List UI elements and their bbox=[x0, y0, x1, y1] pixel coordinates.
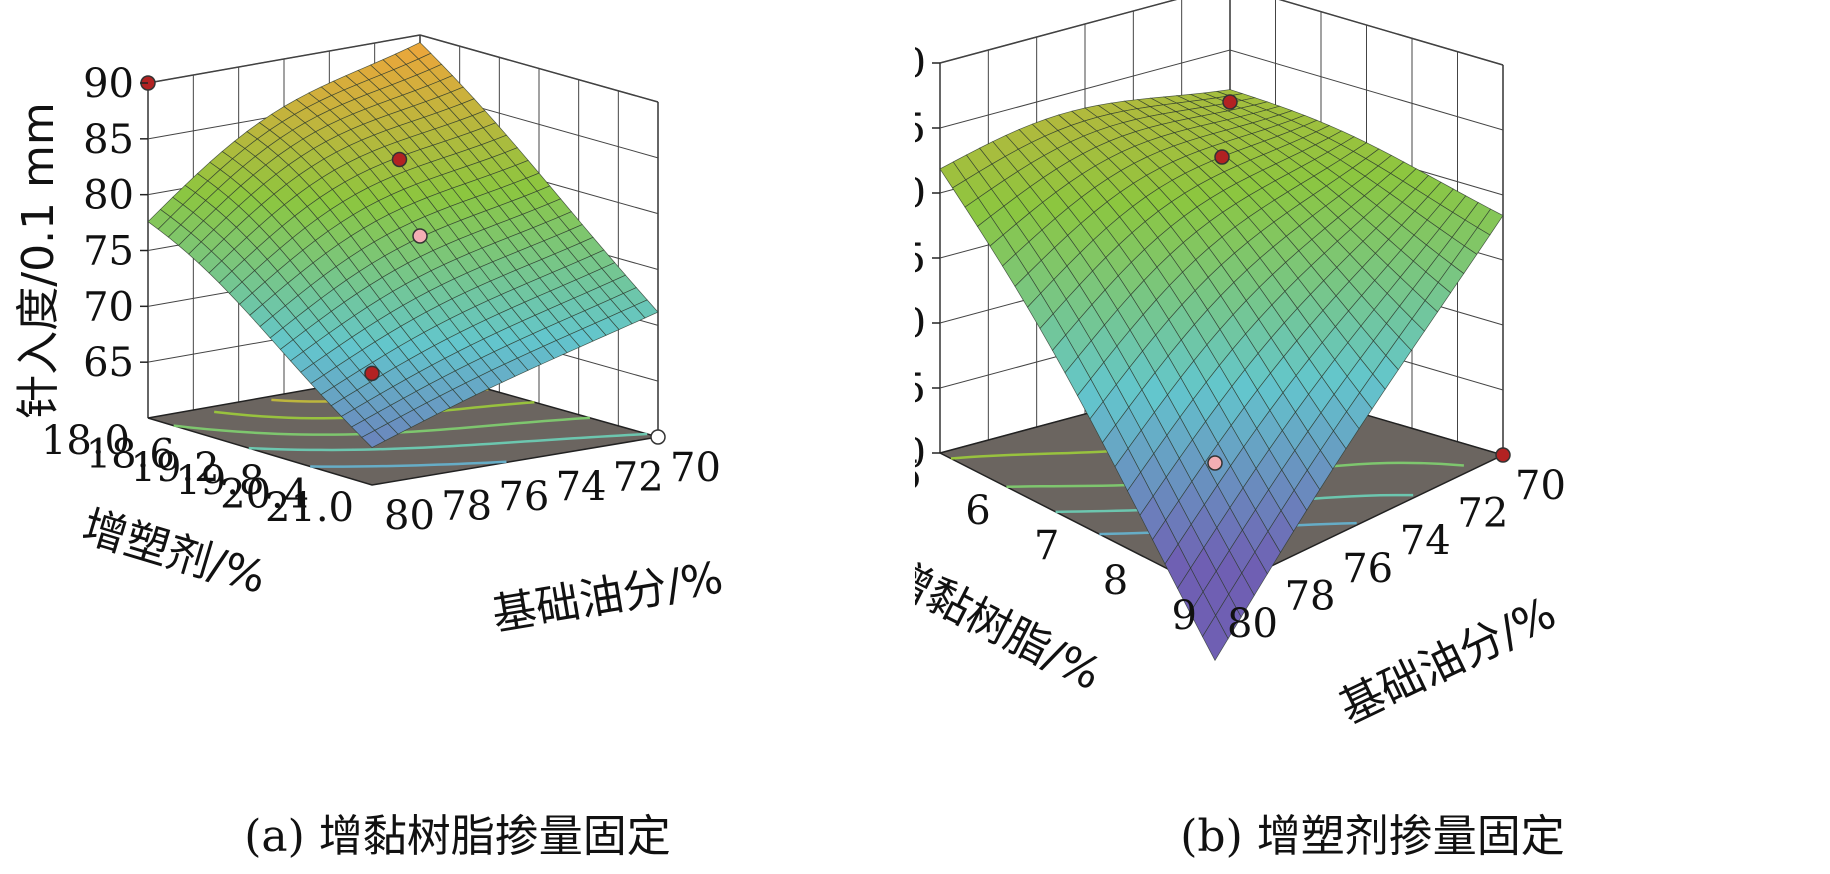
z-tick-label: 85 bbox=[83, 117, 134, 163]
x-tick-label: 18.0 bbox=[41, 418, 130, 464]
design-points bbox=[140, 75, 666, 445]
z-tick-label: 90 bbox=[915, 41, 926, 87]
z-tick-label: 85 bbox=[915, 106, 926, 152]
y-tick-label: 76 bbox=[1342, 546, 1393, 592]
contour-line bbox=[310, 460, 507, 468]
z-ticks: 60 65 70 75 80 85 90 bbox=[915, 41, 940, 477]
x-tick-label: 18.6 bbox=[86, 431, 175, 477]
design-point bbox=[364, 365, 380, 382]
z-ticks: 65 70 75 80 85 90 bbox=[83, 61, 148, 386]
panel-a: 65 70 75 80 85 90 18.0 18.6 19.2 19.8 20.4 21.0 80 78… bbox=[13, 34, 727, 862]
design-point bbox=[1222, 94, 1238, 110]
y-axis-title: 基础油分/% bbox=[489, 552, 727, 641]
x-tick-label: 21.0 bbox=[265, 485, 354, 531]
x-tick-label: 8 bbox=[1103, 558, 1128, 604]
x-tick-label: 6 bbox=[965, 488, 990, 534]
z-tick-label: 70 bbox=[83, 284, 134, 330]
z-tick-label: 65 bbox=[915, 366, 926, 412]
caption-b: (b) 增塑剂掺量固定 bbox=[1180, 811, 1565, 862]
y-axis-title: 基础油分/% bbox=[1332, 588, 1564, 735]
design-point bbox=[1207, 455, 1223, 471]
z-tick-label: 75 bbox=[83, 229, 134, 275]
surface-chart-b: 6065707580859056789807876747270针入度/0.1 m… bbox=[915, 0, 1566, 734]
x-tick-label: 20.4 bbox=[220, 472, 309, 518]
caption-a: (a) 增黏树脂掺量固定 bbox=[244, 811, 671, 862]
design-points bbox=[1207, 94, 1511, 471]
surface-mesh bbox=[147, 42, 659, 448]
z-axis-title: 针入度/0.1 mm bbox=[13, 102, 64, 419]
z-tick-label: 60 bbox=[915, 431, 926, 477]
x-tick-label: 7 bbox=[1034, 523, 1059, 569]
surface-mesh bbox=[939, 89, 1504, 662]
z-tick-label: 90 bbox=[83, 61, 134, 107]
y-tick-label: 70 bbox=[670, 445, 721, 491]
z-tick-label: 70 bbox=[915, 301, 926, 347]
x-tick-label: 5 bbox=[915, 453, 922, 499]
design-point bbox=[1495, 447, 1511, 463]
design-point bbox=[412, 228, 428, 244]
y-tick-label: 78 bbox=[1285, 573, 1336, 619]
design-point bbox=[650, 429, 666, 445]
panel-b: 6065707580859056789807876747270针入度/0.1 m… bbox=[915, 0, 1830, 874]
contour-line bbox=[248, 432, 648, 452]
contour-line bbox=[173, 416, 590, 436]
x-tick-label: 19.2 bbox=[131, 445, 220, 491]
y-tick-label: 74 bbox=[556, 464, 607, 510]
x-ticks: 56789 bbox=[915, 453, 1197, 639]
y-tick-label: 70 bbox=[1515, 463, 1566, 509]
y-tick-label: 72 bbox=[613, 455, 664, 501]
surface-cell bbox=[361, 429, 386, 448]
y-tick-label: 78 bbox=[441, 483, 492, 529]
x-ticks: 18.018.619.219.820.421.0 bbox=[41, 418, 354, 531]
wall-grid-h bbox=[939, 0, 1504, 66]
y-tick-label: 80 bbox=[1227, 601, 1278, 647]
x-axis-title: 增黏树脂/% bbox=[915, 550, 1109, 701]
plot-root: 6065707580859056789807876747270针入度/0.1 m… bbox=[915, 0, 1566, 734]
y-tick-label: 72 bbox=[1457, 491, 1508, 537]
x-tick-label: 9 bbox=[1172, 593, 1197, 639]
design-point bbox=[1214, 149, 1230, 165]
y-tick-label: 80 bbox=[384, 493, 435, 539]
z-tick-label: 65 bbox=[83, 340, 134, 386]
z-tick-label: 80 bbox=[915, 171, 926, 217]
z-tick-label: 80 bbox=[83, 173, 134, 219]
x-tick-label: 19.8 bbox=[175, 458, 264, 504]
surface-cell bbox=[1202, 614, 1229, 662]
y-tick-label: 74 bbox=[1400, 518, 1451, 564]
design-point bbox=[391, 151, 408, 168]
z-tick-label: 75 bbox=[915, 236, 926, 282]
y-tick-label: 76 bbox=[498, 474, 549, 520]
